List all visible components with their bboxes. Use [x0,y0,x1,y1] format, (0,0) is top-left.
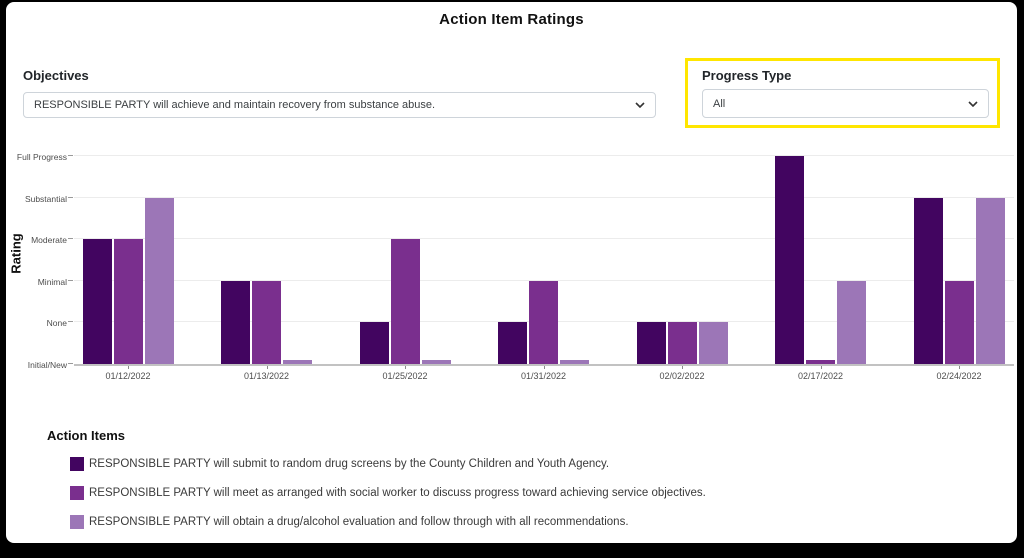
legend-items: RESPONSIBLE PARTY will submit to random … [70,457,967,529]
bar-series3-02/17/2022[interactable] [837,280,866,364]
x-axis-date-label: 02/02/2022 [659,371,705,381]
y-axis-tick-labels: Initial/New None Minimal Moderate Substantia… [6,150,67,370]
bar-series3-02/24/2022[interactable] [975,197,1005,364]
x-tick-mark [543,366,545,369]
x-axis-date-label: 01/13/2022 [243,371,290,381]
y-tick-label: Minimal [37,276,67,287]
bar-series3-01/31/2022[interactable] [560,360,589,364]
bar-group-02/17/2022 [775,150,866,364]
legend-swatch-icon [70,515,84,529]
bar-group-01/12/2022 [82,150,174,364]
bar-group-01/13/2022 [221,150,312,364]
objectives-select[interactable]: RESPONSIBLE PARTY will achieve and maint… [23,92,656,118]
y-tick-label: Full Progress [16,152,67,162]
legend-item-2: RESPONSIBLE PARTY will meet as arranged … [70,486,967,500]
legend-item-3: RESPONSIBLE PARTY will obtain a drug/alc… [70,515,967,529]
bar-series2-01/31/2022[interactable] [529,280,558,364]
objectives-filter: Objectives RESPONSIBLE PARTY will achiev… [23,68,656,118]
objectives-label: Objectives [23,68,89,83]
bar-series1-01/31/2022[interactable] [498,322,527,364]
bar-series2-01/12/2022[interactable] [113,239,143,364]
x-tick-mark [820,366,822,369]
page-title: Action Item Ratings [439,11,584,28]
y-tick-mark [68,196,73,198]
legend-item-label: RESPONSIBLE PARTY will submit to random … [89,458,610,470]
bar-series3-01/12/2022[interactable] [144,197,174,364]
bar-series1-02/24/2022[interactable] [913,197,943,364]
progress-type-label: Progress Type [702,68,792,83]
chevron-down-icon [968,100,978,107]
bar-series3-02/02/2022[interactable] [698,322,728,364]
bar-chart-plot-area: 01/12/2022 01/13/2022 01/25/2022 01/31/2022… [68,150,1014,381]
progress-type-highlight-box: Progress Type All [685,58,1000,128]
bar-series2-01/25/2022[interactable] [390,239,420,364]
chevron-down-icon [635,102,645,108]
y-tick-mark [68,155,73,156]
y-tick-mark [68,238,73,240]
x-tick-mark [266,366,268,369]
legend-swatch-icon [70,457,84,471]
progress-type-select[interactable]: All [702,89,989,118]
bar-group-01/31/2022 [498,150,589,364]
x-tick-mark [959,366,960,369]
bar-series1-02/17/2022[interactable] [775,156,804,364]
bar-series1-01/13/2022[interactable] [221,280,250,364]
x-axis-date-label: 01/12/2022 [105,371,151,381]
bar-series1-01/25/2022[interactable] [359,322,389,364]
y-tick-mark [68,279,73,281]
x-tick-mark [128,366,129,369]
x-axis-date-label: 01/25/2022 [382,371,428,381]
y-tick-mark [68,363,73,364]
y-tick-label: Moderate [31,235,67,246]
x-axis-date-label: 01/31/2022 [520,371,567,381]
legend-item-label: RESPONSIBLE PARTY will obtain a drug/alc… [89,516,629,528]
gridline [74,238,1014,240]
y-tick-mark [68,321,73,323]
bar-series1-01/12/2022[interactable] [82,239,112,364]
bar-group-02/02/2022 [636,150,728,364]
y-tick-label: Initial/New [27,360,67,370]
gridline [74,279,1014,281]
legend-swatch-icon [70,486,84,500]
x-tick-mark [405,366,406,369]
x-axis-date-label: 02/24/2022 [936,371,982,381]
gridline [74,196,1014,198]
gridline [74,155,1014,156]
report-card: Action Item Ratings Objectives RESPONSIB… [6,2,1017,543]
bar-series2-01/13/2022[interactable] [252,280,281,364]
legend-title: Action Items [47,428,126,443]
objectives-selected-value: RESPONSIBLE PARTY will achieve and maint… [34,99,436,111]
bar-series3-01/25/2022[interactable] [421,360,451,364]
x-axis-date-label: 02/17/2022 [797,371,844,381]
y-tick-label: Substantial [24,193,67,204]
legend-item-label: RESPONSIBLE PARTY will meet as arranged … [89,487,706,499]
bar-series2-02/24/2022[interactable] [944,280,974,364]
bar-series1-02/02/2022[interactable] [636,322,666,364]
bar-group-02/24/2022 [913,150,1005,364]
bar-series3-01/13/2022[interactable] [283,360,312,364]
bar-series2-02/02/2022[interactable] [667,322,697,364]
progress-type-selected-value: All [713,97,726,110]
chart-legend: Action Items RESPONSIBLE PARTY will subm… [47,428,967,543]
y-tick-label: None [46,318,67,329]
bar-group-01/25/2022 [359,150,451,364]
legend-item-1: RESPONSIBLE PARTY will submit to random … [70,457,967,471]
x-tick-mark [682,366,683,369]
bar-series2-02/17/2022[interactable] [806,360,835,364]
